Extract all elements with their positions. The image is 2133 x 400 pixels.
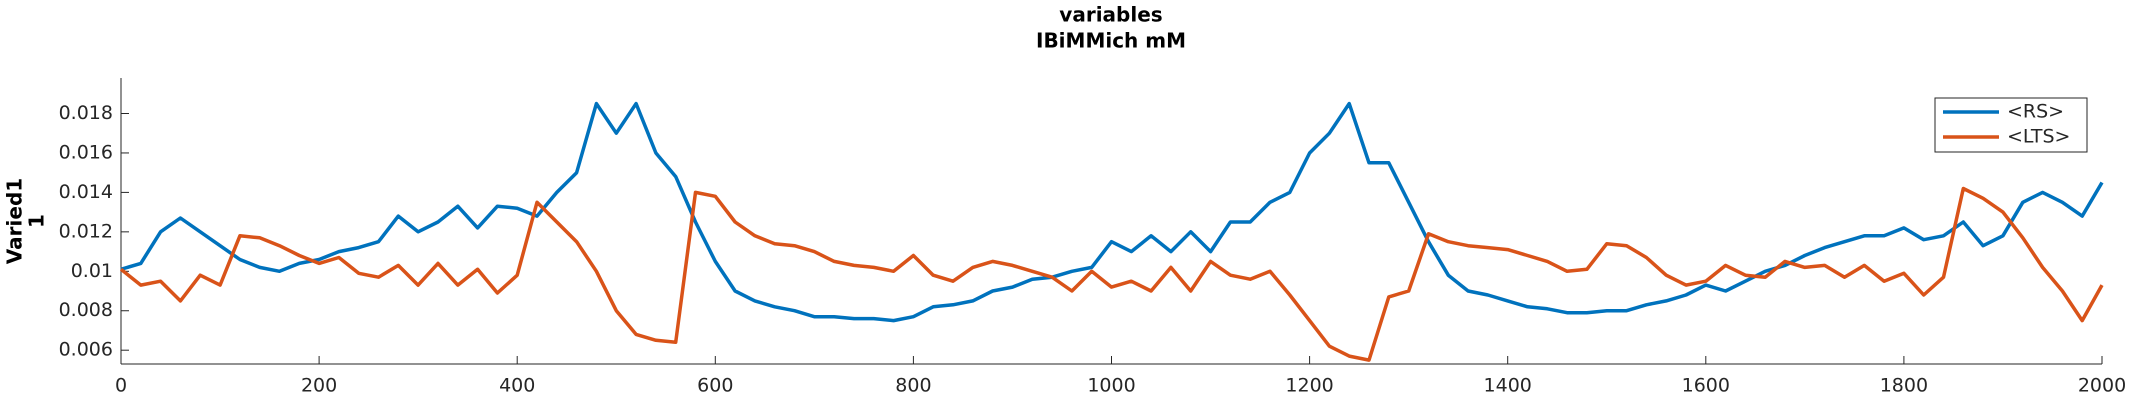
- chart-subtitle: IBiMMich mM: [1036, 29, 1186, 53]
- y-tick-label: 0.01: [71, 260, 113, 282]
- x-tick-label: 1400: [1484, 375, 1532, 397]
- y-label: Varied1 1: [3, 178, 49, 264]
- legend-label: <LTS>: [2007, 126, 2070, 148]
- legend-label: <RS>: [2007, 101, 2064, 123]
- y-tick-label: 0.006: [59, 339, 113, 361]
- x-tick-label: 800: [895, 375, 931, 397]
- y-tick-label: 0.012: [59, 220, 113, 242]
- x-tick-label: 1800: [1880, 375, 1928, 397]
- y-tick-label: 0.018: [59, 102, 113, 124]
- x-tick-label: 200: [301, 375, 337, 397]
- chart-title: variables: [1059, 3, 1162, 27]
- x-tick-label: 1000: [1087, 375, 1135, 397]
- y-tick-label: 0.016: [59, 141, 113, 163]
- series-line: [119, 186, 2104, 362]
- y-label-line: Varied1: [3, 178, 27, 264]
- x-tick-label: 0: [115, 375, 127, 397]
- series-line: [120, 101, 2104, 323]
- x-tick-label: 1600: [1682, 375, 1730, 397]
- y-tick-label: 0.014: [59, 181, 113, 203]
- x-tick-label: 600: [697, 375, 733, 397]
- x-tick-label: 2000: [2078, 375, 2126, 397]
- x-tick-label: 1200: [1285, 375, 1333, 397]
- y-label-line: 1: [25, 214, 49, 228]
- x-tick-label: 400: [499, 375, 535, 397]
- legend-box: [1934, 97, 2088, 153]
- y-tick-label: 0.008: [59, 299, 113, 321]
